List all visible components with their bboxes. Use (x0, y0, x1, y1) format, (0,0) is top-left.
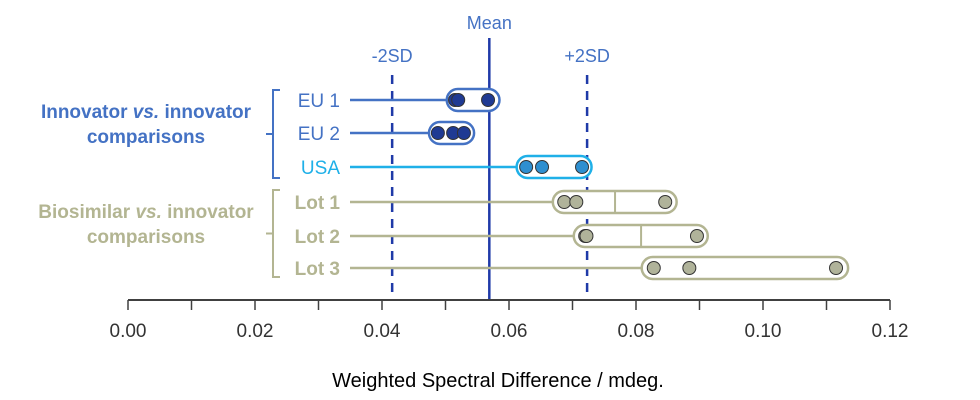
data-point (456, 126, 471, 140)
group-label-part: vs. (135, 202, 161, 223)
data-point (579, 229, 594, 243)
data-point (451, 93, 466, 107)
x-axis: 0.00 0.02 0.04 0.06 0.08 0.10 0.12 (110, 299, 909, 342)
x-axis-label: Weighted Spectral Difference / mdeg. (332, 370, 664, 392)
series-rows: EU 1 EU 2 USA Lot 1 Lot 2 Lot 3 (295, 87, 850, 281)
group-label-part: Innovator (41, 102, 133, 123)
range-capsule (640, 255, 850, 281)
group-bracket (266, 189, 280, 278)
group-label-line2: comparisons (87, 127, 205, 148)
x-tick-label: 0.02 (237, 321, 274, 342)
x-tick-label: 0.08 (618, 321, 655, 342)
reference-label: +2SD (564, 46, 610, 66)
data-point (575, 160, 590, 174)
series-label: USA (301, 158, 340, 179)
reference-label: -2SD (372, 46, 413, 66)
x-tick-label: 0.04 (364, 321, 401, 342)
x-tick-label: 0.06 (491, 321, 528, 342)
data-point (481, 93, 496, 107)
data-point (658, 195, 673, 209)
data-point (829, 261, 844, 275)
series-label: Lot 2 (295, 227, 340, 248)
data-point (519, 160, 534, 174)
range-capsule (515, 154, 593, 180)
group-label-part: innovator (159, 102, 251, 123)
reference-label: Mean (467, 13, 512, 33)
data-point (682, 261, 697, 275)
group-label-part: vs. (133, 102, 159, 123)
x-tick-label: 0.00 (110, 321, 147, 342)
series-label: Lot 1 (295, 193, 341, 214)
series-row: Lot 2 (295, 223, 710, 249)
x-tick-label: 0.10 (745, 321, 782, 342)
series-row: USA (301, 154, 593, 180)
group-label-part: Biosimilar (38, 202, 135, 223)
group-label: Biosimilar vs. innovator (38, 202, 254, 223)
series-label: Lot 3 (295, 259, 340, 280)
group-label-part: innovator (162, 202, 254, 223)
data-point (535, 160, 550, 174)
data-point (557, 195, 572, 209)
series-row: EU 1 (298, 87, 501, 113)
data-point (569, 195, 584, 209)
series-row: EU 2 (298, 120, 476, 146)
group-label-line2: comparisons (87, 227, 205, 248)
group-label: Innovator vs. innovator (41, 102, 252, 123)
x-tick-label: 0.12 (872, 321, 909, 342)
data-point (689, 229, 704, 243)
group-labels: Innovator vs. innovator comparisons Biosim… (38, 89, 280, 278)
series-row: Lot 3 (295, 255, 850, 281)
series-row: Lot 1 (295, 189, 678, 215)
data-point (430, 126, 445, 140)
series-label: EU 2 (298, 124, 340, 145)
reference-lines: -2SD Mean +2SD (372, 13, 610, 300)
series-label: EU 1 (298, 91, 340, 112)
data-point (646, 261, 661, 275)
group-bracket (266, 89, 280, 179)
